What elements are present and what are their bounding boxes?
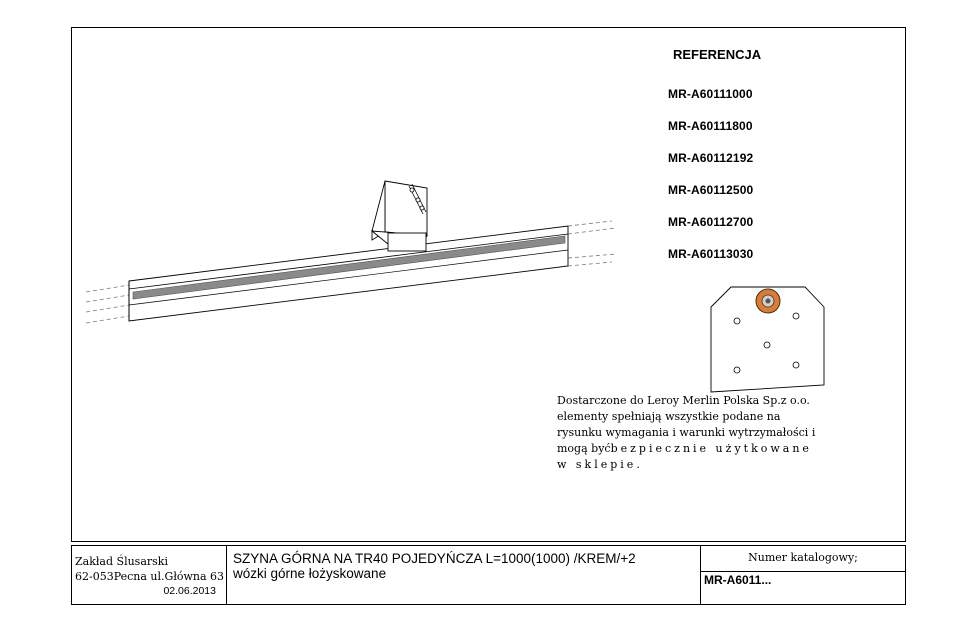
note-line: Dostarczone do Leroy Merlin Polska Sp.z … [557, 394, 810, 407]
note-text: mogą być [557, 442, 611, 455]
reference-item: MR-A60112700 [668, 215, 754, 229]
company-cell: Zakład Ślusarski 62-053Pecna ul.Główna 6… [72, 546, 227, 604]
description-line: SZYNA GÓRNA NA TR40 POJEDYŃCZA L=1000(10… [233, 551, 636, 566]
reference-item: MR-A60112500 [668, 183, 754, 197]
description-line: wózki górne łożyskowane [233, 566, 387, 581]
rail-cut-lines-left [85, 284, 130, 324]
note-line: elementy spełniają wszystkie podane na [557, 410, 781, 423]
rail-slot-stripe [132, 235, 566, 300]
bolt-icon [408, 183, 427, 215]
catalog-number: MR-A6011... [704, 573, 772, 587]
description-cell: SZYNA GÓRNA NA TR40 POJEDYŃCZA L=1000(10… [227, 546, 701, 604]
mounting-plate-detail [710, 286, 825, 393]
reference-item: MR-A60112192 [668, 151, 754, 165]
note-line: mogą byćbezpiecznie użytkowane [557, 441, 837, 457]
supplier-note: Dostarczone do Leroy Merlin Polska Sp.z … [557, 393, 837, 473]
catalog-label: Numer katalogowy; [701, 546, 905, 572]
reference-item: MR-A60113030 [668, 247, 754, 261]
drawing-sheet [71, 27, 906, 542]
company-address: 62-053Pecna ul.Główna 63 [75, 570, 225, 583]
note-line: w sklepie. [557, 458, 643, 471]
reference-item: MR-A60111000 [668, 87, 753, 101]
carriage-bracket [370, 180, 428, 252]
rail-cut-lines-right [567, 220, 617, 267]
title-block: Zakład Ślusarski 62-053Pecna ul.Główna 6… [71, 545, 906, 605]
reference-item: MR-A60111800 [668, 119, 753, 133]
drawing-date: 02.06.2013 [163, 585, 216, 597]
catalog-cell: Numer katalogowy; MR-A6011... [701, 546, 905, 604]
note-line: rysunku wymagania i warunki wytrzymałośc… [557, 426, 816, 439]
company-name: Zakład Ślusarski [75, 555, 168, 568]
note-text-spaced: bezpiecznie użytkowane [610, 442, 812, 455]
reference-title: REFERENCJA [673, 47, 762, 62]
rail-profile [128, 225, 569, 322]
